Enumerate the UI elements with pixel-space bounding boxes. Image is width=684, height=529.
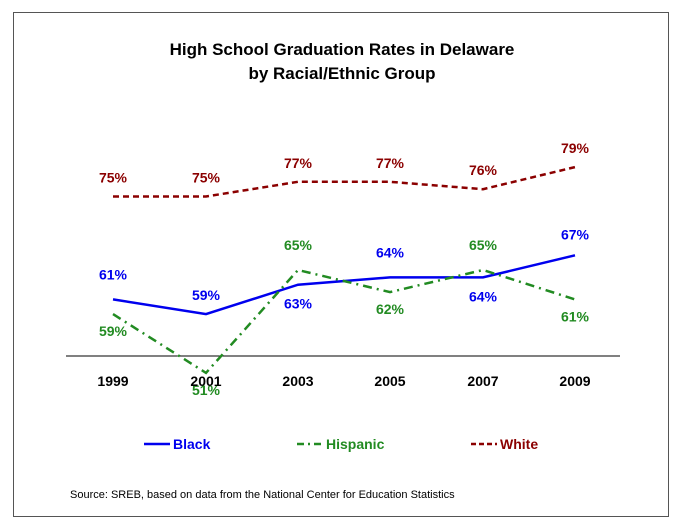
data-label-white-2007: 76% [469, 162, 498, 178]
data-label-white-2001: 75% [192, 170, 221, 186]
data-label-hispanic-2005: 62% [376, 301, 405, 317]
data-label-black-2001: 59% [192, 287, 221, 303]
data-label-black-1999: 61% [99, 266, 128, 282]
data-label-black-2007: 64% [469, 288, 498, 304]
series-line-hispanic [112, 268, 576, 375]
x-tick-label-1999: 1999 [97, 373, 128, 389]
data-label-hispanic-2007: 65% [469, 237, 498, 253]
data-label-white-2003: 77% [284, 155, 313, 171]
x-tick-label-layer: 1999 2001 2003 2005 2007 2009 [97, 373, 590, 389]
data-label-layer: 61% 59% 63% 64% 64% 67% 59% 51% 65% 62% 65% 61% 75% 7… [99, 140, 590, 398]
series-line-black [112, 254, 576, 316]
chart-frame [13, 12, 669, 517]
series-layer [112, 165, 576, 375]
data-label-black-2003: 63% [284, 296, 313, 312]
legend-label-hispanic: Hispanic [326, 436, 385, 452]
x-tick-label-2003: 2003 [282, 373, 313, 389]
data-label-hispanic-2009: 61% [561, 308, 590, 324]
legend-label-black: Black [173, 436, 211, 452]
x-tick-label-2009: 2009 [559, 373, 590, 389]
data-label-black-2009: 67% [561, 226, 590, 242]
source-note: Source: SREB, based on data from the Nat… [70, 489, 455, 501]
x-tick-label-2007: 2007 [467, 373, 498, 389]
x-tick-label-2001: 2001 [190, 373, 221, 389]
legend-label-white: White [500, 436, 538, 452]
x-tick-label-2005: 2005 [374, 373, 405, 389]
data-label-white-2009: 79% [561, 140, 590, 156]
chart-title-line-1: High School Graduation Rates in Delaware [169, 40, 515, 59]
data-label-white-1999: 75% [99, 170, 128, 186]
data-label-hispanic-2003: 65% [284, 237, 313, 253]
chart-title-line-2: by Racial/Ethnic Group [248, 64, 436, 83]
legend: Black Hispanic White [144, 436, 538, 452]
series-line-white [113, 165, 576, 198]
data-label-white-2005: 77% [376, 155, 405, 171]
data-label-hispanic-2001: 51% [192, 382, 221, 398]
data-label-hispanic-1999: 59% [99, 323, 128, 339]
data-label-black-2005: 64% [376, 244, 405, 260]
